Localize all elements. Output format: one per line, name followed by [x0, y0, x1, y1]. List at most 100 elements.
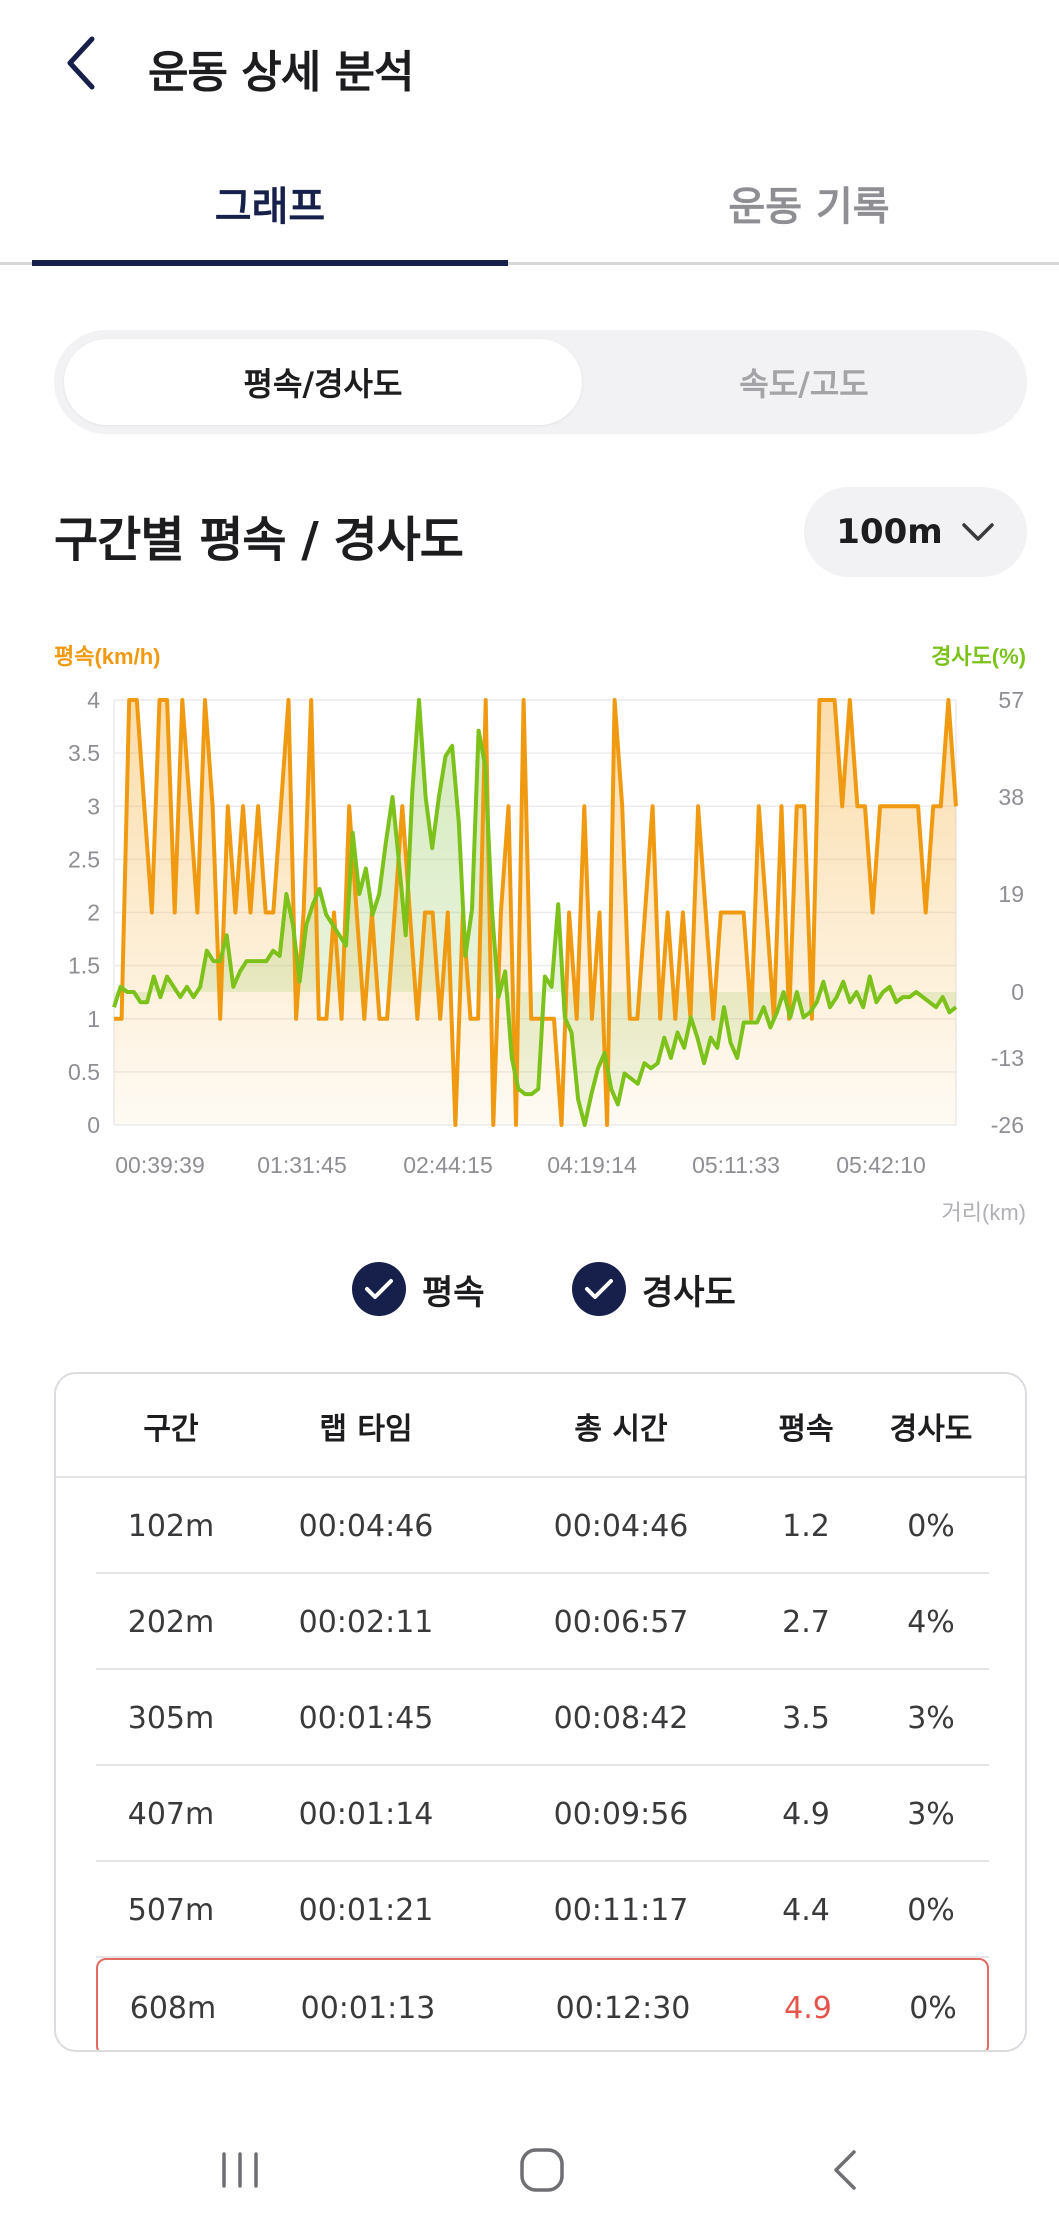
legend-grade-label: 경사도: [642, 1272, 736, 1313]
legend-speed[interactable]: 평속: [352, 1260, 485, 1318]
x-axis-label: 거리(km): [942, 1200, 1026, 1225]
recent-apps-icon: [222, 2152, 258, 2188]
lap-table: 구간 랩 타임 총 시간 평속 경사도 102m 00:04:46 00:04:46…: [54, 1372, 1027, 2052]
table-cell: 0%: [909, 1990, 957, 2026]
table-row[interactable]: 608m 00:01:13 00:12:30 4.9 0%: [96, 1958, 989, 2050]
interval-value: 100m: [836, 512, 943, 552]
left-tick-label: 3.5: [68, 740, 100, 766]
table-cell: 0%: [907, 1892, 955, 1928]
x-tick-label: 05:42:10: [836, 1152, 926, 1178]
table-cell: 3.5: [782, 1700, 830, 1736]
left-tick-label: 0: [87, 1112, 100, 1138]
home-button[interactable]: [497, 2130, 587, 2210]
table-cell: 3%: [907, 1700, 955, 1736]
chart-type-segment: 평속/경사도 속도/고도: [54, 330, 1027, 434]
table-cell: 00:01:14: [298, 1796, 434, 1832]
table-cell: 00:09:56: [553, 1796, 689, 1832]
system-back-button[interactable]: [800, 2130, 890, 2210]
left-axis-label: 평속(km/h): [54, 644, 160, 669]
left-tick-label: 1: [87, 1006, 100, 1032]
header-grade: 경사도: [889, 1412, 973, 1447]
table-cell: 00:04:46: [298, 1508, 434, 1544]
check-icon: [572, 1262, 626, 1316]
table-cell: 0%: [907, 1508, 955, 1544]
left-tick-label: 2.5: [68, 846, 100, 872]
table-cell: 00:12:30: [555, 1990, 691, 2026]
x-tick-label: 02:44:15: [403, 1152, 493, 1178]
row-divider: [96, 1572, 989, 1574]
x-tick-label: 00:39:39: [115, 1152, 205, 1178]
row-divider: [96, 1956, 989, 1958]
app-header: 운동 상세 분석: [0, 0, 1059, 125]
table-cell: 00:02:11: [298, 1604, 434, 1640]
chart-svg: 평속(km/h) 경사도(%) 0 0.5 1 1.5 2 2.5 3 3.5 4 -26 -13 0…: [54, 644, 1026, 1225]
system-nav-bar: [0, 2110, 1059, 2231]
table-cell: 608m: [129, 1990, 217, 2026]
right-tick-label: 57: [998, 687, 1024, 713]
tab-active-indicator: [32, 260, 508, 266]
table-cell: 00:08:42: [553, 1700, 689, 1736]
x-tick-label: 01:31:45: [257, 1152, 347, 1178]
left-tick-label: 2: [87, 900, 100, 926]
header-lap-time: 랩 타임: [319, 1412, 413, 1447]
segment-speed-altitude[interactable]: 속도/고도: [739, 365, 869, 403]
right-tick-label: 0: [1011, 979, 1024, 1005]
right-tick-label: -26: [991, 1112, 1024, 1138]
right-axis-label: 경사도(%): [931, 644, 1026, 669]
table-cell: 00:11:17: [553, 1892, 689, 1928]
table-cell: 507m: [127, 1892, 215, 1928]
header-total-time: 총 시간: [574, 1412, 668, 1447]
table-cell: 4.9: [782, 1796, 830, 1832]
speed-grade-chart: 평속(km/h) 경사도(%) 0 0.5 1 1.5 2 2.5 3 3.5 4 -26 -13 0…: [0, 630, 1059, 1230]
chart-legend: 평속 경사도: [0, 1255, 1059, 1325]
table-cell: 4.4: [782, 1892, 830, 1928]
row-divider: [96, 1764, 989, 1766]
table-cell: 00:01:45: [298, 1700, 434, 1736]
segment-speed-grade[interactable]: 평속/경사도: [64, 339, 582, 425]
row-divider: [96, 1668, 989, 1670]
section-title: 구간별 평속 / 경사도: [54, 512, 464, 568]
x-tick-label: 04:19:14: [547, 1152, 637, 1178]
table-header: 구간 랩 타임 총 시간 평속 경사도: [56, 1374, 1025, 1478]
table-cell: 3%: [907, 1796, 955, 1832]
back-icon: [834, 2150, 856, 2190]
back-button[interactable]: [50, 28, 110, 98]
chevron-left-icon: [67, 36, 95, 90]
table-cell: 00:01:13: [300, 1990, 436, 2026]
check-icon: [352, 1262, 406, 1316]
tab-exercise-record[interactable]: 운동 기록: [728, 183, 890, 230]
right-tick-label: -13: [991, 1045, 1024, 1071]
x-tick-label: 05:11:33: [692, 1152, 780, 1178]
grade-area: [114, 700, 956, 1125]
table-cell: 2.7: [782, 1604, 830, 1640]
interval-dropdown[interactable]: 100m: [804, 487, 1027, 577]
table-row[interactable]: 507m 00:01:21 00:11:17 4.4 0%: [96, 1862, 989, 1958]
table-row[interactable]: 305m 00:01:45 00:08:42 3.5 3%: [96, 1670, 989, 1766]
tab-bar: 그래프 운동 기록: [0, 140, 1059, 266]
legend-speed-label: 평속: [422, 1272, 485, 1313]
left-tick-label: 3: [87, 793, 100, 819]
header-section: 구간: [143, 1412, 199, 1447]
right-tick-label: 38: [998, 784, 1024, 810]
table-cell: 4.9: [784, 1990, 832, 2026]
table-row[interactable]: 407m 00:01:14 00:09:56 4.9 3%: [96, 1766, 989, 1862]
table-cell: 4%: [907, 1604, 955, 1640]
recent-apps-button[interactable]: [195, 2130, 285, 2210]
table-cell: 00:04:46: [553, 1508, 689, 1544]
left-tick-label: 4: [87, 687, 100, 713]
table-cell: 00:06:57: [553, 1604, 689, 1640]
speed-series-line: [114, 698, 958, 1127]
table-cell: 407m: [127, 1796, 215, 1832]
left-tick-label: 1.5: [68, 953, 100, 979]
table-row[interactable]: 102m 00:04:46 00:04:46 1.2 0%: [96, 1478, 989, 1574]
table-row[interactable]: 202m 00:02:11 00:06:57 2.7 4%: [96, 1574, 989, 1670]
table-cell: 1.2: [782, 1508, 830, 1544]
table-cell: 305m: [127, 1700, 215, 1736]
table-cell: 202m: [127, 1604, 215, 1640]
table-cell: 00:01:21: [298, 1892, 434, 1928]
home-icon: [520, 2148, 564, 2192]
tab-graph[interactable]: 그래프: [214, 183, 326, 230]
legend-grade[interactable]: 경사도: [572, 1260, 736, 1318]
header-avg-speed: 평속: [778, 1412, 834, 1447]
row-divider: [96, 1860, 989, 1862]
